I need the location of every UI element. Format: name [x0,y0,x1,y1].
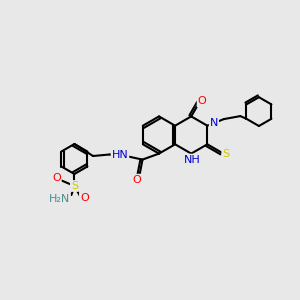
Text: NH: NH [184,154,201,165]
Text: HN: HN [112,149,128,160]
Text: S: S [71,181,78,191]
Text: H₂N: H₂N [49,194,70,205]
Text: O: O [133,175,142,185]
Text: N: N [210,118,218,128]
Text: O: O [198,96,206,106]
Text: O: O [80,193,89,203]
Text: S: S [222,149,230,159]
Text: O: O [52,173,61,183]
